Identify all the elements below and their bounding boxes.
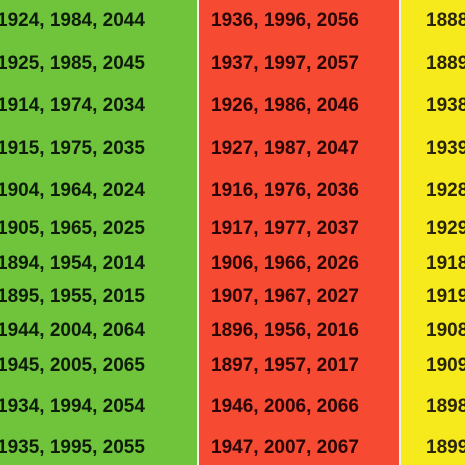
year-row: 1939	[426, 138, 465, 159]
year-row: 1927, 1987, 2047	[211, 138, 359, 159]
year-row: 1897, 1957, 2017	[211, 355, 359, 376]
year-row: 1936, 1996, 2056	[211, 10, 359, 31]
year-row: 1888	[426, 10, 465, 31]
year-row: 1946, 2006, 2066	[211, 396, 359, 417]
year-row: 1896, 1956, 2016	[211, 320, 359, 341]
year-row: 1916, 1976, 2036	[211, 180, 359, 201]
year-row: 1909	[426, 355, 465, 376]
year-row: 1928	[426, 180, 465, 201]
year-row: 1895, 1955, 2015	[0, 286, 145, 307]
year-row: 1945, 2005, 2065	[0, 355, 145, 376]
year-row: 1906, 1966, 2026	[211, 253, 359, 274]
year-row: 1905, 1965, 2025	[0, 218, 145, 239]
year-row: 1937, 1997, 2057	[211, 53, 359, 74]
year-row: 1919	[426, 286, 465, 307]
year-row: 1935, 1995, 2055	[0, 437, 145, 458]
year-row: 1947, 2007, 2067	[211, 437, 359, 458]
year-row: 1925, 1985, 2045	[0, 53, 145, 74]
year-row: 1914, 1974, 2034	[0, 95, 145, 116]
year-row: 1918	[426, 253, 465, 274]
year-row: 1944, 2004, 2064	[0, 320, 145, 341]
year-row: 1929	[426, 218, 465, 239]
year-row: 1908	[426, 320, 465, 341]
year-row: 1924, 1984, 2044	[0, 10, 145, 31]
year-row: 1899	[426, 437, 465, 458]
year-row: 1898	[426, 396, 465, 417]
year-row: 1917, 1977, 2037	[211, 218, 359, 239]
year-row: 1938	[426, 95, 465, 116]
year-row: 1904, 1964, 2024	[0, 180, 145, 201]
year-row: 1915, 1975, 2035	[0, 138, 145, 159]
year-row: 1889	[426, 53, 465, 74]
year-row: 1926, 1986, 2046	[211, 95, 359, 116]
green-column: 1924, 1984, 2044 1925, 1985, 2045 1914, …	[0, 0, 197, 465]
yellow-column: 1888 1889 1938 1939 1928 1929 1918 1919 …	[401, 0, 465, 465]
year-row: 1934, 1994, 2054	[0, 396, 145, 417]
year-row: 1894, 1954, 2014	[0, 253, 145, 274]
red-column: 1936, 1996, 2056 1937, 1997, 2057 1926, …	[197, 0, 401, 465]
year-row: 1907, 1967, 2027	[211, 286, 359, 307]
